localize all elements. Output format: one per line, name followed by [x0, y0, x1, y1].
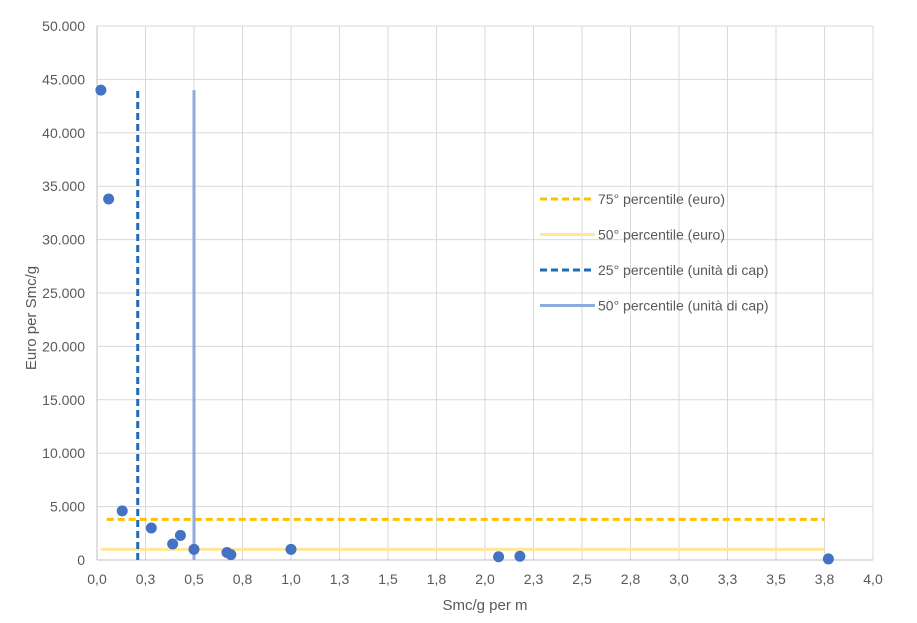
- x-tick-label: 2,0: [475, 571, 495, 587]
- data-point: [822, 553, 834, 565]
- data-point: [188, 543, 200, 555]
- x-tick-label: 2,8: [621, 571, 641, 587]
- data-point: [145, 522, 157, 534]
- y-tick-label: 10.000: [42, 445, 85, 461]
- x-tick-label: 1,5: [378, 571, 398, 587]
- x-tick-label: 3,3: [718, 571, 738, 587]
- x-tick-label: 2,5: [572, 571, 592, 587]
- x-tick-label: 3,0: [669, 571, 689, 587]
- y-tick-label: 15.000: [42, 392, 85, 408]
- x-tick-label: 4,0: [863, 571, 883, 587]
- x-tick-label: 3,5: [766, 571, 786, 587]
- data-points: [95, 84, 834, 565]
- x-tick-label: 0,8: [233, 571, 253, 587]
- data-point: [167, 538, 179, 550]
- x-tick-label: 0,0: [87, 571, 107, 587]
- legend-label: 25° percentile (unità di cap): [598, 262, 769, 278]
- reference-lines: [100, 90, 825, 560]
- x-tick-label: 0,3: [136, 571, 156, 587]
- y-tick-label: 50.000: [42, 18, 85, 34]
- data-point: [225, 549, 237, 561]
- y-tick-label: 40.000: [42, 125, 85, 141]
- data-point: [493, 551, 505, 563]
- data-point: [116, 505, 128, 517]
- data-point: [174, 529, 186, 541]
- x-tick-label: 0,5: [184, 571, 204, 587]
- data-point: [285, 543, 297, 555]
- y-tick-label: 30.000: [42, 232, 85, 248]
- data-point: [103, 193, 115, 205]
- y-axis-title: Euro per Smc/g: [23, 266, 40, 370]
- legend-label: 50° percentile (euro): [598, 227, 725, 243]
- y-tick-label: 35.000: [42, 178, 85, 194]
- y-tick-label: 45.000: [42, 71, 85, 87]
- y-tick-label: 0: [77, 552, 85, 568]
- x-tick-label: 3,8: [815, 571, 835, 587]
- data-point: [95, 84, 107, 96]
- gridlines: [97, 25, 874, 560]
- y-tick-label: 25.000: [42, 285, 85, 301]
- data-point: [514, 550, 526, 562]
- y-tick-label: 20.000: [42, 338, 85, 354]
- legend-label: 75° percentile (euro): [598, 191, 725, 207]
- y-tick-label: 5.000: [50, 499, 85, 515]
- x-tick-label: 2,3: [524, 571, 544, 587]
- legend: 75° percentile (euro) 50° percentile (eur…: [540, 191, 769, 314]
- x-tick-label: 1,0: [281, 571, 301, 587]
- x-tick-label: 1,3: [330, 571, 350, 587]
- legend-label: 50° percentile (unità di cap): [598, 298, 769, 314]
- x-tick-label: 1,8: [427, 571, 447, 587]
- x-axis-title: Smc/g per m: [442, 597, 527, 614]
- axes: 0 5.000 10.000 15.000 20.000 25.000 30.000 35.0…: [42, 18, 883, 587]
